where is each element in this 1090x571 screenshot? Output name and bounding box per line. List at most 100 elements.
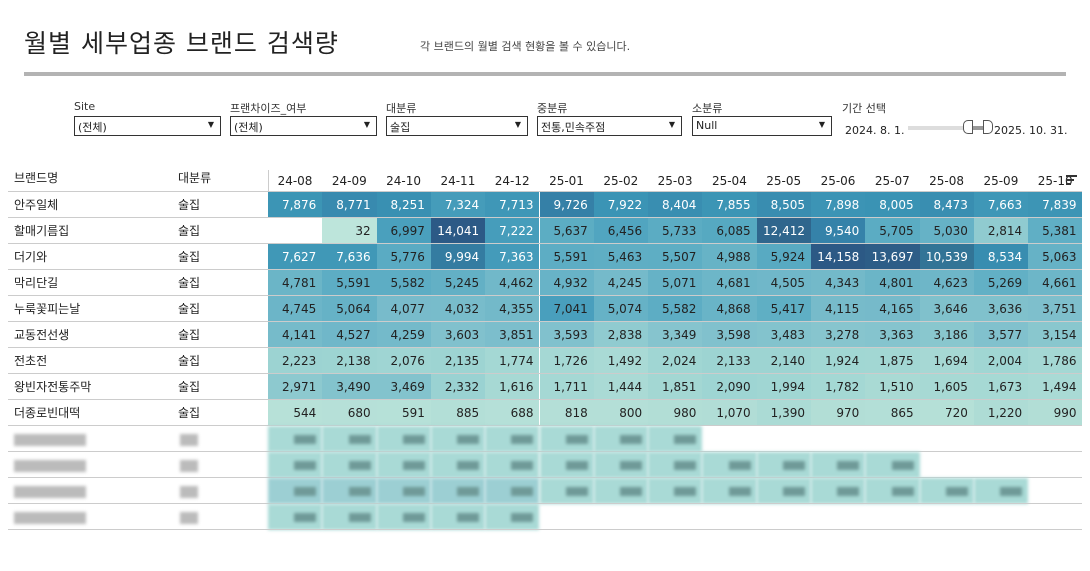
heatmap-cell[interactable]: 865	[865, 400, 920, 426]
heatmap-cell[interactable]: 7,922	[593, 192, 649, 218]
heatmap-cell[interactable]: 818	[539, 400, 594, 426]
heatmap-cell[interactable]: 2,332	[430, 374, 486, 400]
heatmap-cell[interactable]: 4,032	[430, 296, 486, 322]
heatmap-cell[interactable]: 5,030	[919, 218, 974, 244]
heatmap-cell[interactable]: 8,771	[322, 192, 377, 218]
heatmap-cell[interactable]: 14,158	[811, 244, 866, 270]
heatmap-cell[interactable]: 2,024	[648, 348, 703, 374]
heatmap-cell[interactable]: 14,041	[430, 218, 486, 244]
heatmap-cell[interactable]: 3,186	[919, 322, 974, 348]
heatmap-cell[interactable]: 4,141	[268, 322, 323, 348]
heatmap-cell[interactable]: 3,636	[973, 296, 1029, 322]
brand-name[interactable]: 더기와	[14, 250, 48, 264]
heatmap-cell[interactable]: 8,534	[973, 244, 1029, 270]
heatmap-cell[interactable]: 3,851	[485, 322, 540, 348]
heatmap-cell[interactable]: 12,412	[756, 218, 811, 244]
heatmap-cell[interactable]: 5,776	[376, 244, 431, 270]
heatmap-cell[interactable]: 3,154	[1028, 322, 1083, 348]
heatmap-cell[interactable]: 4,681	[702, 270, 757, 296]
heatmap-cell[interactable]: 5,463	[593, 244, 649, 270]
month-header[interactable]: 25-10	[1037, 174, 1073, 188]
heatmap-cell[interactable]: 5,582	[376, 270, 431, 296]
heatmap-cell[interactable]: 7,363	[485, 244, 540, 270]
heatmap-cell[interactable]: 7,663	[973, 192, 1029, 218]
heatmap-cell[interactable]: 5,705	[865, 218, 920, 244]
heatmap-cell[interactable]: 5,245	[430, 270, 486, 296]
heatmap-cell[interactable]: 4,462	[485, 270, 540, 296]
heatmap-cell[interactable]: 3,603	[430, 322, 486, 348]
heatmap-cell[interactable]: 2,971	[268, 374, 323, 400]
heatmap-cell[interactable]: 1,782	[811, 374, 866, 400]
heatmap-cell[interactable]: 8,005	[865, 192, 920, 218]
heatmap-cell[interactable]: 2,138	[322, 348, 377, 374]
heatmap-cell[interactable]: 7,636	[322, 244, 377, 270]
heatmap-cell[interactable]: 2,076	[376, 348, 431, 374]
heatmap-cell[interactable]: 5,071	[648, 270, 703, 296]
heatmap-cell[interactable]: 4,801	[865, 270, 920, 296]
heatmap-cell[interactable]: 3,363	[865, 322, 920, 348]
heatmap-cell[interactable]: 5,591	[539, 244, 594, 270]
heatmap-cell[interactable]: 7,627	[268, 244, 323, 270]
heatmap-cell[interactable]: 8,404	[648, 192, 703, 218]
heatmap-cell[interactable]: 7,222	[485, 218, 540, 244]
heatmap-cell[interactable]: 2,133	[702, 348, 757, 374]
heatmap-cell[interactable]: 591	[376, 400, 431, 426]
heatmap-cell[interactable]: 13,697	[865, 244, 920, 270]
heatmap-cell[interactable]: 5,381	[1028, 218, 1083, 244]
month-header[interactable]: 25-06	[820, 174, 856, 188]
heatmap-cell[interactable]: 10,539	[919, 244, 974, 270]
heatmap-cell[interactable]: 2,090	[702, 374, 757, 400]
heatmap-cell[interactable]: 4,165	[865, 296, 920, 322]
major-category-dropdown[interactable]: 술집 ▼	[386, 116, 528, 136]
brand-name[interactable]: 막리단길	[14, 276, 59, 290]
heatmap-cell[interactable]: 2,223	[268, 348, 323, 374]
month-header[interactable]: 24-09	[331, 174, 367, 188]
heatmap-cell[interactable]: 6,997	[376, 218, 431, 244]
heatmap-cell[interactable]: 1,070	[702, 400, 757, 426]
heatmap-cell[interactable]: 4,781	[268, 270, 323, 296]
heatmap-cell[interactable]: 9,726	[539, 192, 594, 218]
heatmap-cell[interactable]: 6,456	[593, 218, 649, 244]
heatmap-cell[interactable]: 1,510	[865, 374, 920, 400]
heatmap-cell[interactable]: 1,494	[1028, 374, 1083, 400]
heatmap-cell[interactable]: 4,932	[539, 270, 594, 296]
heatmap-cell[interactable]: 5,063	[1028, 244, 1083, 270]
column-header-category[interactable]: 대분류	[178, 171, 212, 185]
mid-category-dropdown[interactable]: 전통,민속주점 ▼	[537, 116, 682, 136]
heatmap-cell[interactable]: 4,527	[322, 322, 377, 348]
heatmap-cell[interactable]: 2,004	[973, 348, 1029, 374]
heatmap-cell[interactable]: 4,505	[756, 270, 811, 296]
heatmap-cell[interactable]: 9,540	[811, 218, 866, 244]
brand-name[interactable]: 전초전	[14, 354, 48, 368]
site-dropdown[interactable]: (전체) ▼	[74, 116, 221, 136]
heatmap-cell[interactable]: 885	[430, 400, 486, 426]
heatmap-cell[interactable]: 4,988	[702, 244, 757, 270]
brand-name[interactable]: 할매기름집	[14, 224, 70, 238]
heatmap-cell[interactable]: 3,490	[322, 374, 377, 400]
heatmap-cell[interactable]: 7,855	[702, 192, 757, 218]
period-slider-track[interactable]	[908, 126, 968, 130]
heatmap-cell[interactable]: 5,924	[756, 244, 811, 270]
slider-end-handle[interactable]	[983, 120, 993, 134]
heatmap-cell[interactable]: 4,355	[485, 296, 540, 322]
heatmap-cell[interactable]: 4,115	[811, 296, 866, 322]
month-header[interactable]: 25-04	[711, 174, 747, 188]
month-header[interactable]: 25-08	[929, 174, 965, 188]
heatmap-cell[interactable]: 5,417	[756, 296, 811, 322]
month-header[interactable]: 25-07	[874, 174, 910, 188]
heatmap-cell[interactable]: 720	[919, 400, 974, 426]
heatmap-cell[interactable]: 1,220	[973, 400, 1029, 426]
heatmap-cell[interactable]: 5,064	[322, 296, 377, 322]
heatmap-cell[interactable]: 1,711	[539, 374, 594, 400]
heatmap-cell[interactable]: 1,786	[1028, 348, 1083, 374]
heatmap-cell[interactable]: 5,733	[648, 218, 703, 244]
heatmap-cell[interactable]: 1,851	[648, 374, 703, 400]
heatmap-cell[interactable]: 7,898	[811, 192, 866, 218]
heatmap-cell[interactable]: 3,598	[702, 322, 757, 348]
brand-name[interactable]: 왕빈자전통주막	[14, 380, 92, 394]
heatmap-cell[interactable]: 2,838	[593, 322, 649, 348]
month-header[interactable]: 24-11	[440, 174, 476, 188]
month-header[interactable]: 25-01	[549, 174, 584, 188]
heatmap-cell[interactable]: 800	[593, 400, 649, 426]
heatmap-cell[interactable]: 3,278	[811, 322, 866, 348]
